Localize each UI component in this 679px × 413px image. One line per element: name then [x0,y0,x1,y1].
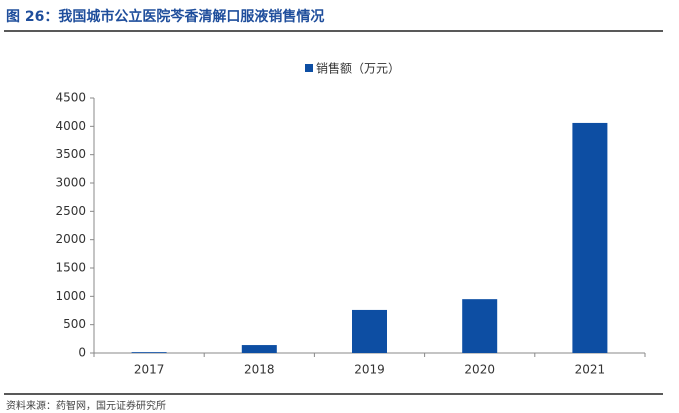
bar [241,345,277,353]
legend-label: 销售额（万元） [316,61,400,76]
bar [131,352,167,353]
x-tick-label: 2020 [464,363,495,377]
y-tick-label: 3500 [55,147,86,161]
y-tick-label: 2000 [55,232,86,246]
y-tick-label: 500 [63,317,86,331]
chart-title: 图 26：我国城市公立医院芩香清解口服液销售情况 [6,8,324,25]
bar [352,309,387,353]
bar [462,299,498,353]
x-tick-label: 2017 [134,363,165,377]
y-tick-label: 1500 [55,261,86,275]
x-tick-label: 2019 [354,363,385,377]
y-tick-label: 3000 [55,176,86,190]
y-tick-label: 0 [78,346,86,360]
y-tick-label: 4000 [55,119,86,133]
y-tick-label: 4500 [55,91,86,105]
source: 资料来源：药智网，国元证券研究所 [6,399,166,412]
x-tick-label: 2018 [244,363,275,377]
bar [572,122,608,353]
x-tick-label: 2021 [575,363,606,377]
legend-swatch [305,64,313,72]
y-tick-label: 1000 [55,289,86,303]
y-tick-label: 2500 [55,204,86,218]
